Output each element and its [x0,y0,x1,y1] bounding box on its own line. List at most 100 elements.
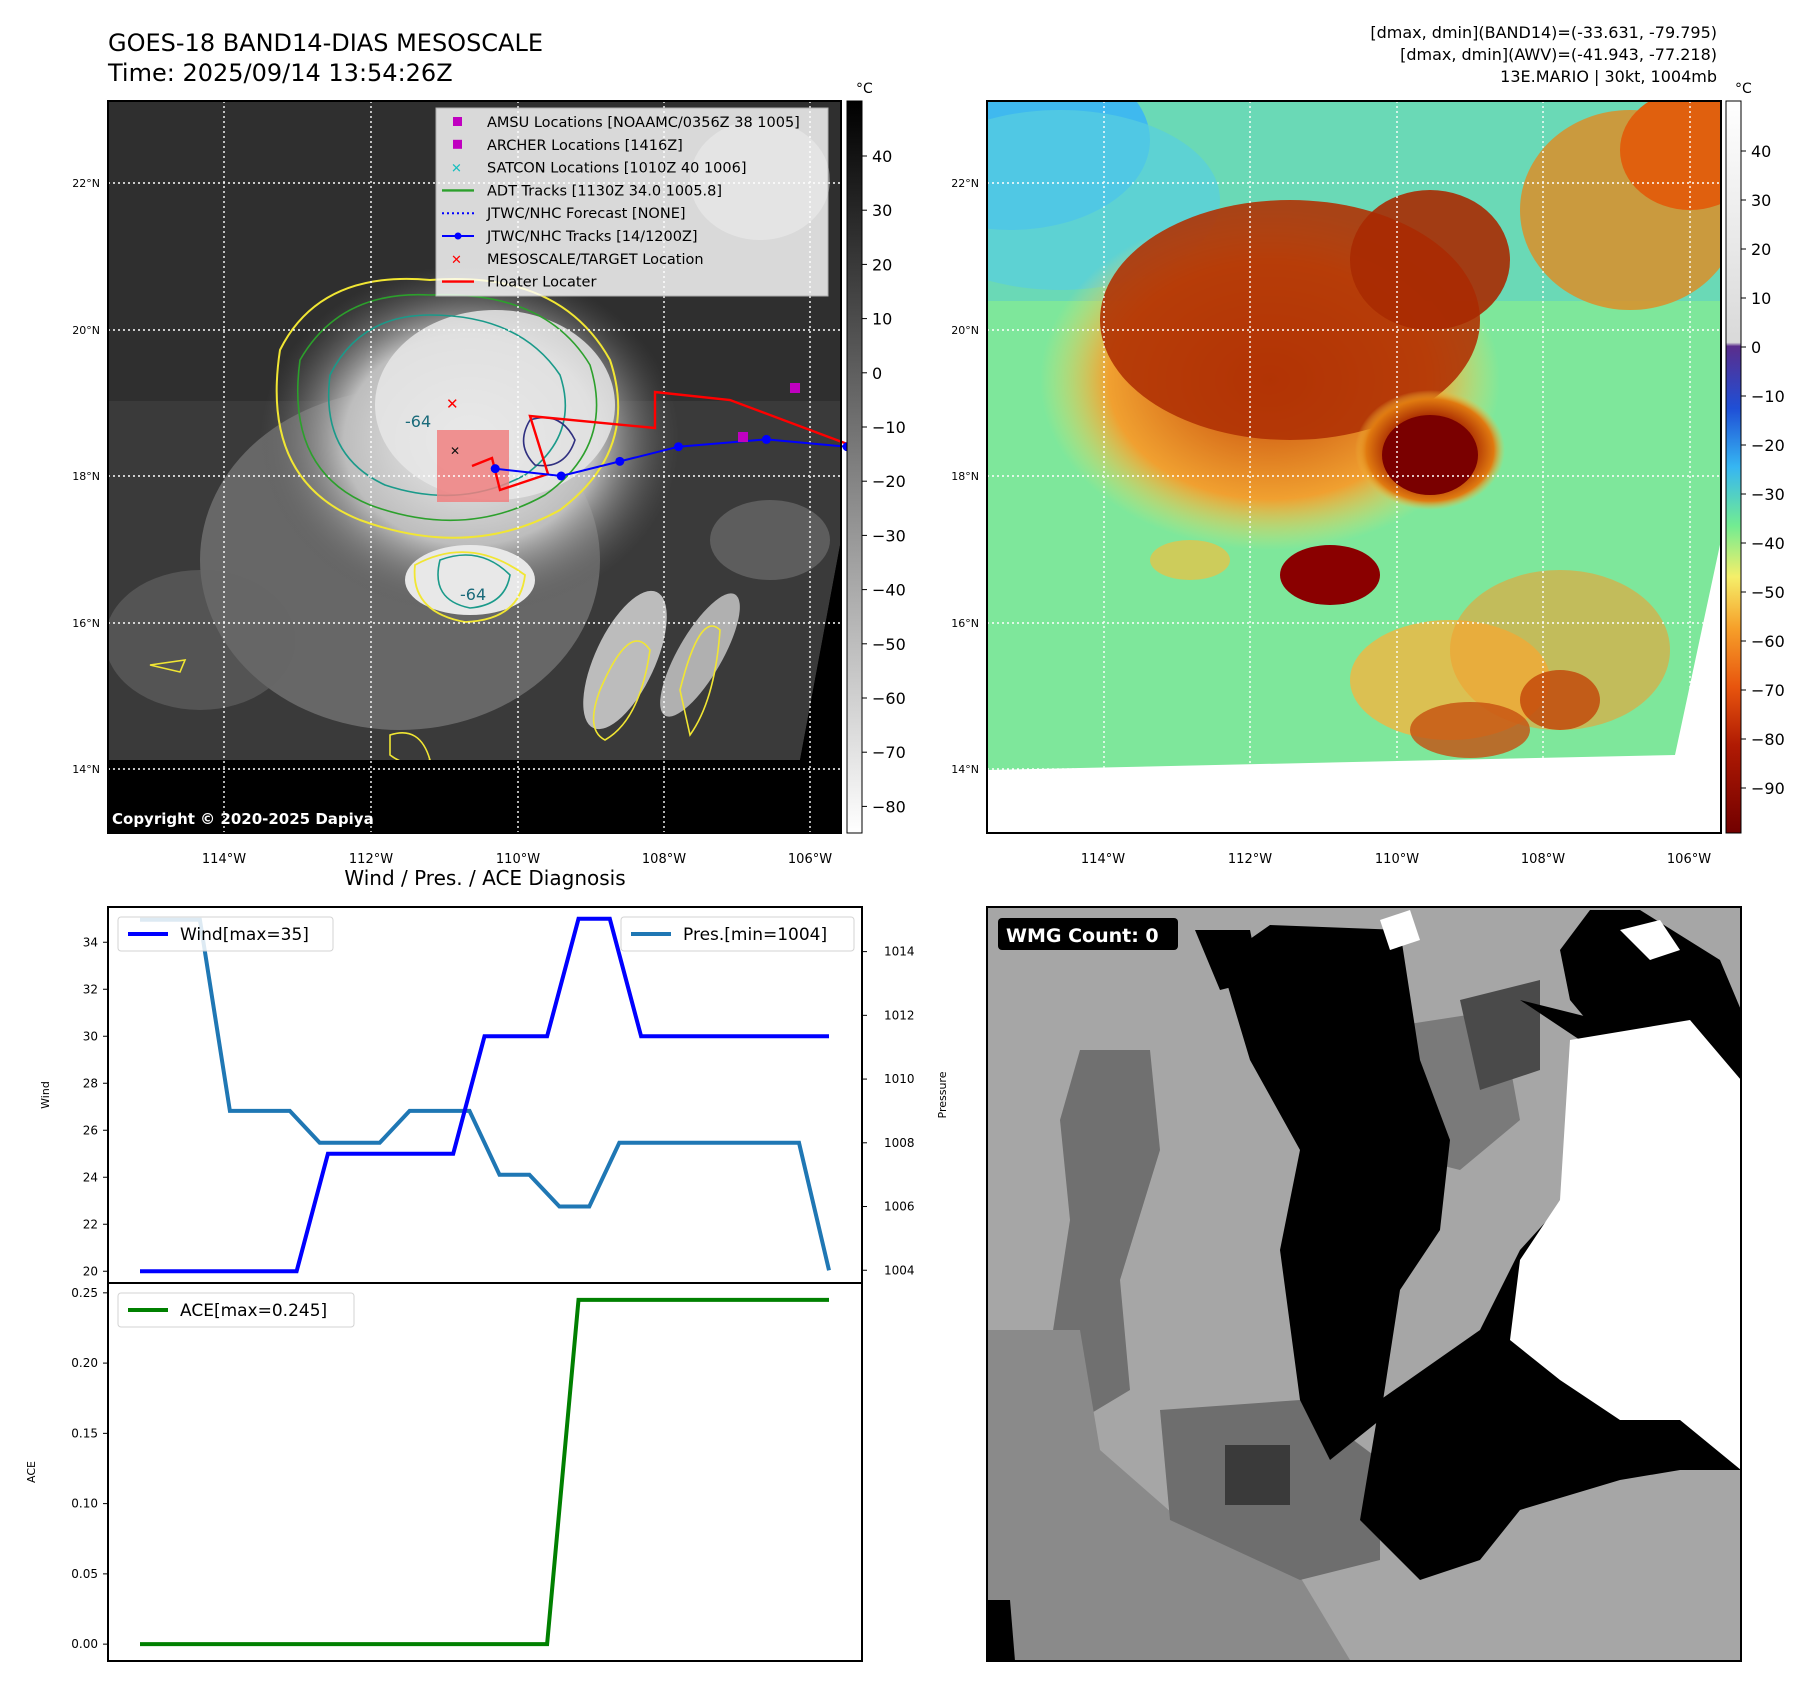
ir-legend-label: Floater Locater [487,275,596,291]
ace-legend: ACE[max=0.245] [117,1292,355,1328]
ir-lon-tick: 114°W [202,852,246,867]
ir-lat-tick: 20°N [72,324,100,337]
wind-series-line [140,916,829,1274]
ir-frame [107,100,842,834]
track-point [673,442,683,452]
awv-colorbar-tick-label: 0 [1751,338,1761,357]
pressure-axis-tick-label: 1014 [884,945,915,959]
awv-map-panel: °C 403020100−10−20−30−40−50−60−70−80−90 … [951,81,1785,867]
ir-legend-label: MESOSCALE/TARGET Location [487,252,704,268]
awv-colorbar [1725,100,1742,834]
awv-colorbar-unit: °C [1735,81,1752,97]
pressure-axis-tick-label: 1004 [884,1263,915,1277]
ace-plot-frame [107,1282,863,1662]
ir-legend-item: ✕ MESOSCALE/TARGET Location [451,252,704,268]
diagnosis-title: Wind / Pres. / ACE Diagnosis [344,866,625,890]
pressure-legend: Pres.[min=1004] [620,916,855,952]
pressure-series-line [140,917,831,1271]
ir-lon-tick: 108°W [642,852,686,867]
ir-legend-label: JTWC/NHC Tracks [14/1200Z] [486,229,698,245]
awv-lon-tick: 110°W [1375,852,1419,867]
archer-location-marker [738,432,748,442]
track-point [615,456,625,466]
ir-lon-tick: 106°W [788,852,832,867]
ir-legend-item: Floater Locater [442,275,596,291]
ace-axis-tick-label: 0.15 [71,1426,98,1440]
awv-colorbar-tick-label: −30 [1751,485,1785,504]
storm-info: 13E.MARIO | 30kt, 1004mb [1500,67,1717,86]
ir-legend-item: ADT Tracks [1130Z 34.0 1005.8] [442,183,722,199]
wind-axis-tick-label: 22 [83,1217,98,1231]
ir-legend: AMSU Locations [NOAAMC/0356Z 38 1005] ARC… [435,107,829,297]
awv-lon-tick: 112°W [1228,852,1272,867]
ir-legend-label: SATCON Locations [1010Z 40 1006] [487,161,746,177]
ace-chart: ACE 0.00 0.05 0.10 0.15 0.20 0.25 ACE[max=0.2… [25,1282,863,1662]
ir-lat-tick: 18°N [72,470,100,483]
awv-colorbar-tick-label: 20 [1751,240,1771,259]
ir-colorbar-tick-label: −60 [872,689,906,708]
ir-legend-item: JTWC/NHC Tracks [14/1200Z] [442,229,698,245]
ir-colorbar-tick-label: −20 [872,472,906,491]
wind-axis-tick-label: 26 [83,1123,98,1137]
wmg-panel: WMG Count: 0 [986,906,1742,1662]
legend-square-marker [453,117,462,126]
ace-axis-tick-label: 0.20 [71,1356,98,1370]
ace-axis-tick-label: 0.00 [71,1637,98,1651]
wind-axis-tick-label: 24 [83,1170,98,1184]
wmg-frame [986,906,1742,1662]
awv-lat-tick: 16°N [951,617,979,630]
awv-colorbar-tick-label: −70 [1751,681,1785,700]
ir-colorbar-unit: °C [856,81,873,97]
figure-timestamp: Time: 2025/09/14 13:54:26Z [107,59,453,87]
ir-legend-item: JTWC/NHC Forecast [NONE] [442,206,686,222]
ir-legend-item: ✕ SATCON Locations [1010Z 40 1006] [451,161,746,177]
ir-map-panel: ✕ ✕ -64 -64 AMSU Locations [NOAAMC/0356Z… [72,81,906,867]
wind-axis-tick-label: 20 [83,1264,98,1278]
ir-colorbar-tick-label: −40 [872,581,906,600]
wind-axis-tick-label: 28 [83,1076,98,1090]
track-point [490,464,500,474]
awv-colorbar-tick-label: 40 [1751,142,1771,161]
ir-colorbar-tick-label: −70 [872,743,906,762]
wind-plot-frame [107,906,863,1284]
figure-title: GOES-18 BAND14-DIAS MESOSCALE [108,29,543,57]
wmg-count-text: WMG Count: 0 [1006,925,1159,947]
awv-colorbar-tick-label: −90 [1751,779,1785,798]
ir-legend-item: AMSU Locations [NOAAMC/0356Z 38 1005] [453,115,800,131]
awv-colorbar-tick-label: −50 [1751,583,1785,602]
jtwc-track-line [495,438,848,478]
ace-axis-tick-label: 0.10 [71,1497,98,1511]
ir-lat-tick: 16°N [72,617,100,630]
legend-x-marker: ✕ [451,162,462,177]
ace-axis-tick-label: 0.25 [71,1286,98,1300]
pressure-axis-label: Pressure [936,1071,949,1118]
awv-lat-tick: 22°N [951,177,979,190]
ace-axis-label: ACE [25,1461,38,1483]
wind-legend-label: Wind[max=35] [180,925,309,945]
awv-colorbar-ticks: 40 30 20 10 0 −10 −20 −30 −40 −50 −60 −70 −80 −90 [1741,142,1785,798]
mesoscale-marker: ✕ [446,395,459,413]
wind-axis-tick-label: 34 [83,935,98,949]
awv-colorbar-tick-label: −80 [1751,730,1785,749]
ir-colorbar-ticks: 40 30 20 10 0 −10 −20 −30 −40 −50 −60 −70 −80 [862,147,906,816]
ir-colorbar-tick-label: −30 [872,526,906,545]
wmg-count-badge [998,918,1178,950]
ir-colorbar-tick-label: 30 [872,201,892,220]
ir-colorbar-tick-label: −10 [872,418,906,437]
wind-legend: Wind[max=35] [117,916,334,952]
track-point [761,434,771,444]
ir-colorbar-tick-label: 20 [872,255,892,274]
awv-colorbar-tick-label: 10 [1751,289,1771,308]
pressure-axis-tick-label: 1006 [884,1200,915,1214]
awv-stats: [dmax, dmin](AWV)=(-41.943, -77.218) [1400,45,1717,64]
ir-legend-label: ADT Tracks [1130Z 34.0 1005.8] [487,183,722,199]
wind-axis-tick-label: 30 [83,1029,98,1043]
legend-x-marker: ✕ [451,253,462,268]
ir-lat-tick: 22°N [72,177,100,190]
ace-legend-label: ACE[max=0.245] [180,1301,327,1321]
band14-stats: [dmax, dmin](BAND14)=(-33.631, -79.795) [1370,23,1717,42]
ace-axis-tick-label: 0.05 [71,1567,98,1581]
ir-legend-label: ARCHER Locations [1416Z] [487,138,683,154]
awv-imagery [987,101,1721,833]
